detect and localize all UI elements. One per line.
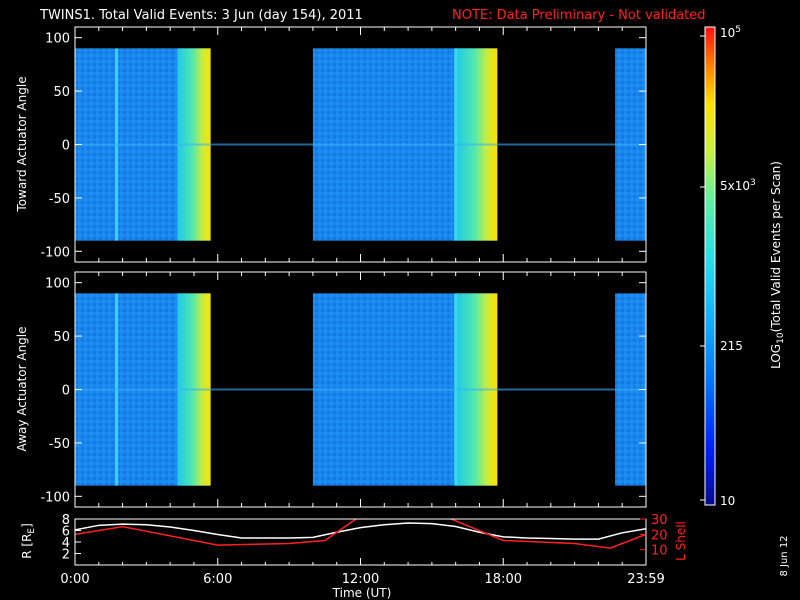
- x-tick-label: 23:59: [627, 572, 664, 587]
- colorbar-mid-label: 5x103: [720, 178, 756, 193]
- plot-title: TWINS1. Total Valid Events: 3 Jun (day 1…: [39, 8, 363, 23]
- x-tick-label: 18:00: [485, 572, 522, 587]
- lshell-line: [75, 519, 646, 549]
- x-axis-title: Time (UT): [332, 586, 392, 600]
- y-tick-label: 0: [62, 384, 70, 399]
- colorbar: 105 5x103 215 10 LOG10(Total Valid Event…: [700, 25, 786, 508]
- toward-heatmap-panel: 100 50 0 -50 -100: [40, 26, 647, 263]
- y-tick-label: -100: [40, 490, 70, 505]
- colorbar-low-label: 215: [720, 339, 743, 353]
- y-tick-label: 100: [45, 32, 70, 47]
- right-tick-label: 20: [651, 528, 668, 543]
- x-tick-label: 6:00: [203, 572, 232, 587]
- colorbar-gradient: [704, 26, 716, 506]
- y-tick-label: -100: [40, 245, 70, 260]
- away-heatmap-panel: 100 50 0 -50 -100: [40, 271, 647, 508]
- colorbar-title: LOG10(Total Valid Events per Scan): [769, 161, 786, 369]
- generation-date: 8 Jun 12: [779, 535, 790, 576]
- right-tick-label: 10: [651, 544, 668, 559]
- radius-ylabel: R [RE]: [20, 523, 37, 559]
- y-tick-label: 100: [45, 277, 70, 292]
- left-tick-label: 2: [62, 548, 70, 563]
- y-tick-label: 0: [62, 139, 70, 154]
- x-tick-label: 12:00: [342, 572, 379, 587]
- y-tick-label: 50: [53, 330, 70, 345]
- away-ylabel: Away Actuator Angle: [15, 326, 29, 451]
- left-tick-label: 6: [62, 525, 70, 540]
- toward-ylabel: Toward Actuator Angle: [15, 76, 29, 212]
- right-tick-label: 30: [651, 513, 668, 528]
- preliminary-note: NOTE: Data Preliminary - Not validated: [452, 8, 706, 23]
- left-tick-label: 4: [62, 536, 70, 551]
- y-tick-label: 50: [53, 85, 70, 100]
- lshell-ylabel: L Shell: [674, 521, 688, 561]
- radius-line: [75, 522, 646, 540]
- colorbar-top-label: 105: [720, 25, 741, 40]
- x-tick-label: 0:00: [60, 572, 89, 587]
- y-tick-label: -50: [49, 192, 70, 207]
- colorbar-bottom-label: 10: [720, 494, 735, 508]
- y-tick-label: -50: [49, 437, 70, 452]
- left-tick-label: 8: [62, 513, 70, 528]
